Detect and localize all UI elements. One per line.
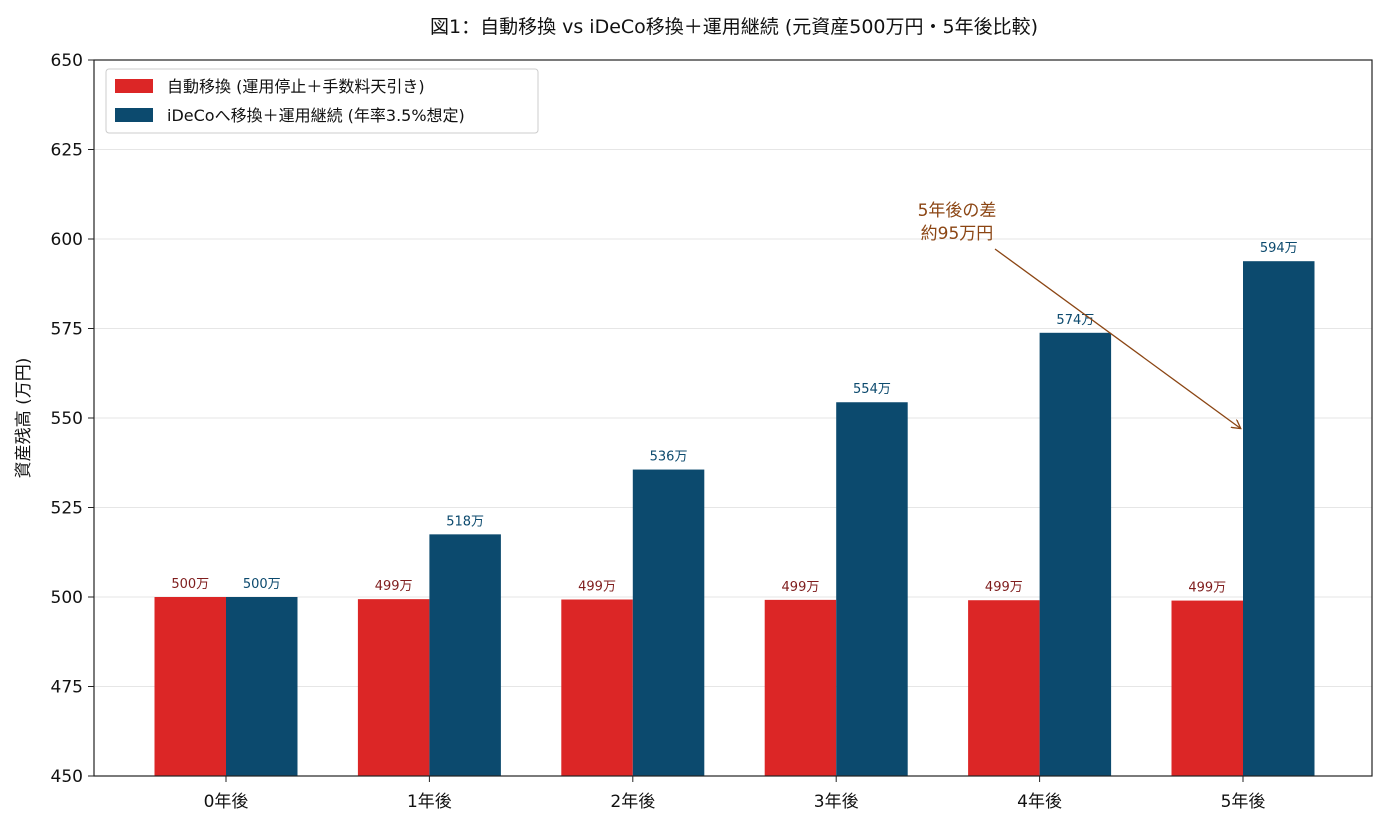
data-label-ideco: 500万 <box>243 577 281 592</box>
bar-auto-transfer <box>561 599 633 776</box>
bar-ideco <box>429 534 501 776</box>
annotation-line-2: 約95万円 <box>921 224 994 244</box>
data-label-ideco: 554万 <box>853 382 891 397</box>
legend-swatch-ideco <box>115 108 153 122</box>
y-tick-label: 525 <box>51 499 83 519</box>
bar-ideco <box>836 402 908 776</box>
data-label-ideco: 518万 <box>446 514 484 529</box>
legend-label-auto-transfer: 自動移換 (運用停止＋手数料天引き) <box>167 77 425 96</box>
bar-ideco <box>632 469 705 776</box>
data-label-auto-transfer: 499万 <box>985 580 1023 595</box>
x-tick-label: 2年後 <box>610 792 655 812</box>
data-labels: 500万 499万 499万 499万 499万 499万 500万 518万 536万 554万… <box>171 241 1297 595</box>
y-axis-label: 資産残高 (万円) <box>14 358 34 479</box>
x-tick-label: 0年後 <box>204 792 249 812</box>
legend: 自動移換 (運用停止＋手数料天引き) iDeCoへ移換＋運用継続 (年率3.5%… <box>105 68 539 134</box>
bar-ideco <box>226 597 298 776</box>
x-tick-label: 5年後 <box>1221 792 1266 812</box>
data-label-auto-transfer: 499万 <box>1188 581 1226 596</box>
bar-auto-transfer <box>357 599 430 776</box>
bar-ideco <box>1039 332 1112 776</box>
x-tick-label: 3年後 <box>814 792 859 812</box>
legend-swatch-auto-transfer <box>115 79 153 93</box>
data-label-ideco: 574万 <box>1056 313 1094 328</box>
difference-annotation: 5年後の差 約95万円 <box>918 201 1240 428</box>
y-axis: 450 475 500 525 550 575 600 625 650 <box>51 51 94 787</box>
legend-box <box>105 68 539 134</box>
y-tick-label: 550 <box>51 409 83 429</box>
bar-auto-transfer <box>154 597 226 776</box>
bar-auto-transfer <box>968 600 1040 776</box>
y-tick-label: 650 <box>51 51 83 71</box>
data-label-ideco: 536万 <box>650 450 688 465</box>
data-label-auto-transfer: 500万 <box>171 577 209 592</box>
grid-lines <box>94 149 1372 687</box>
y-tick-label: 500 <box>51 588 83 608</box>
bar-auto-transfer <box>764 599 837 776</box>
annotation-arrow <box>994 248 1240 428</box>
x-tick-label: 1年後 <box>407 792 452 812</box>
bar-auto-transfer <box>1171 600 1243 776</box>
y-tick-label: 575 <box>51 320 83 340</box>
legend-label-ideco: iDeCoへ移換＋運用継続 (年率3.5%想定) <box>167 106 465 125</box>
y-tick-label: 600 <box>51 230 83 250</box>
x-axis: 0年後 1年後 2年後 3年後 4年後 5年後 <box>204 776 1266 812</box>
y-tick-label: 625 <box>51 141 83 161</box>
y-tick-label: 475 <box>51 678 83 698</box>
data-label-ideco: 594万 <box>1260 241 1298 256</box>
data-label-auto-transfer: 499万 <box>782 580 820 595</box>
annotation-line-1: 5年後の差 <box>918 201 997 221</box>
x-tick-label: 4年後 <box>1017 792 1062 812</box>
y-tick-label: 450 <box>51 767 83 787</box>
data-label-auto-transfer: 499万 <box>375 579 413 594</box>
bar-ideco <box>1243 261 1315 776</box>
data-label-auto-transfer: 499万 <box>578 580 616 595</box>
bars <box>154 261 1315 776</box>
chart-title: 図1：自動移換 vs iDeCo移換＋運用継続 (元資産500万円・5年後比較) <box>430 16 1038 38</box>
